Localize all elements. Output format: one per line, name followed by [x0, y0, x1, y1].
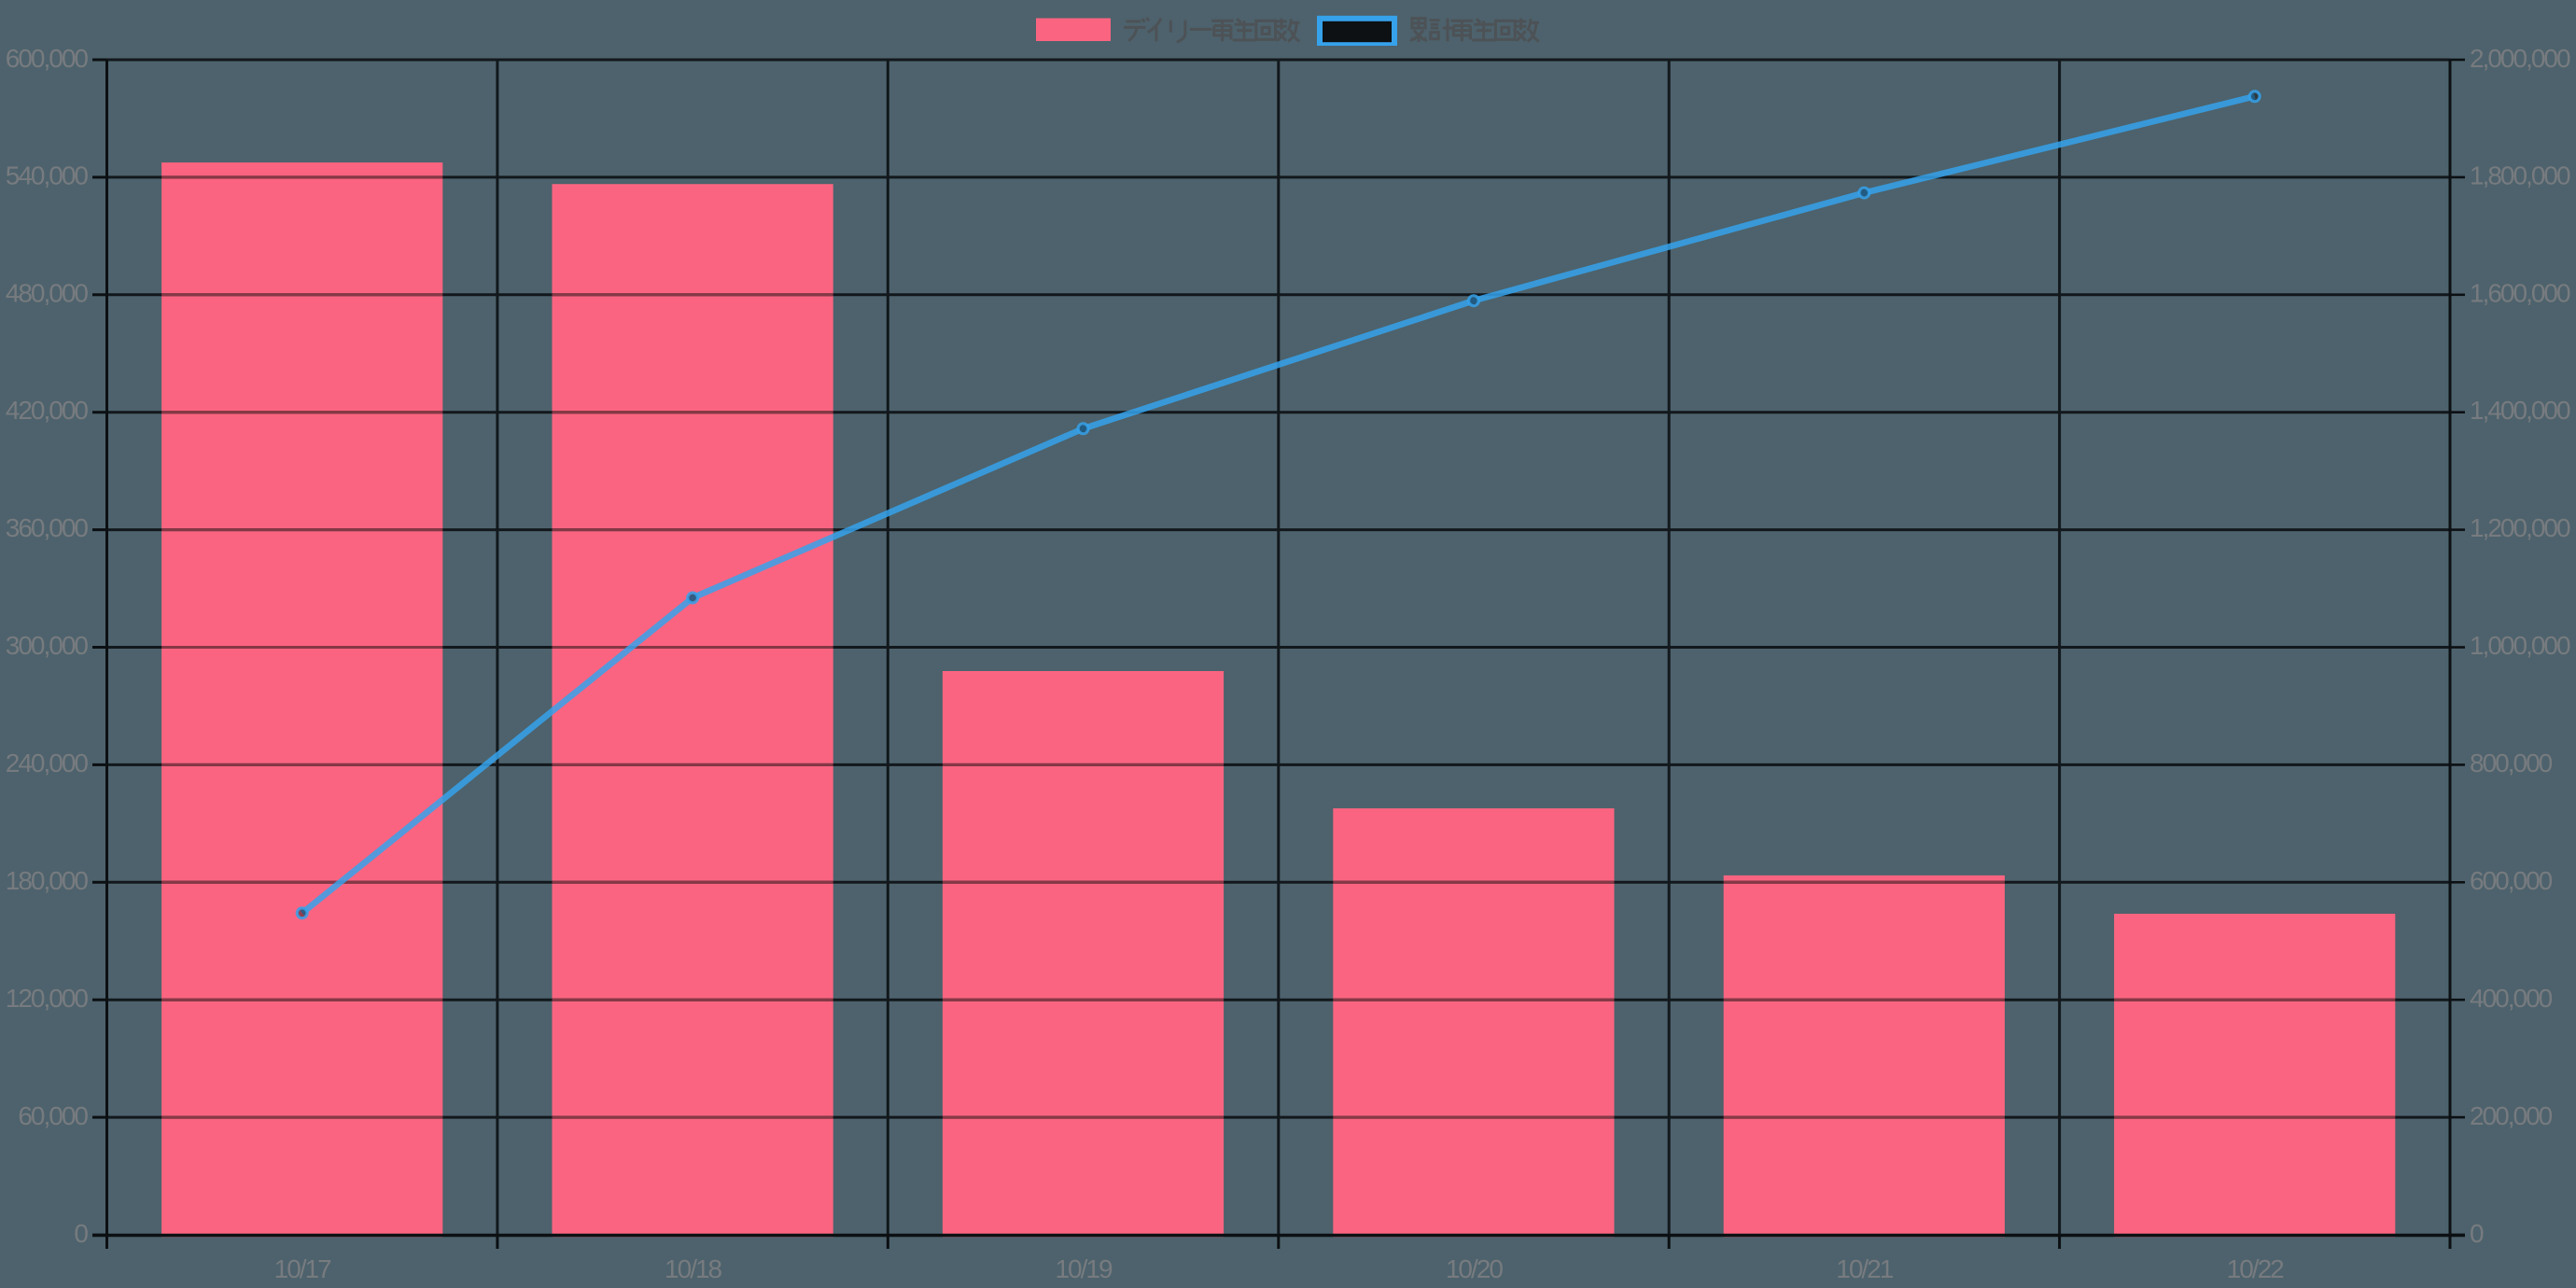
svg-text:10/18: 10/18	[665, 1254, 721, 1283]
svg-text:480,000: 480,000	[6, 279, 89, 308]
svg-text:1,600,000: 1,600,000	[2470, 279, 2570, 308]
svg-text:10/17: 10/17	[274, 1254, 331, 1283]
svg-text:2,000,000: 2,000,000	[2470, 44, 2570, 73]
svg-text:1,000,000: 1,000,000	[2470, 631, 2570, 660]
svg-text:120,000: 120,000	[6, 984, 89, 1013]
svg-text:360,000: 360,000	[6, 513, 89, 542]
svg-text:300,000: 300,000	[6, 631, 89, 660]
svg-text:800,000: 800,000	[2470, 749, 2553, 777]
svg-text:240,000: 240,000	[6, 749, 89, 777]
svg-text:180,000: 180,000	[6, 866, 89, 895]
svg-text:0: 0	[2470, 1219, 2484, 1248]
svg-text:600,000: 600,000	[6, 44, 89, 73]
svg-text:10/19: 10/19	[1055, 1254, 1112, 1283]
svg-text:1,200,000: 1,200,000	[2470, 513, 2570, 542]
svg-text:540,000: 540,000	[6, 161, 89, 190]
svg-text:400,000: 400,000	[2470, 984, 2553, 1013]
svg-text:200,000: 200,000	[2470, 1101, 2553, 1130]
svg-text:10/22: 10/22	[2227, 1254, 2284, 1283]
svg-text:1,800,000: 1,800,000	[2470, 161, 2570, 190]
svg-text:10/20: 10/20	[1446, 1254, 1503, 1283]
svg-text:1,400,000: 1,400,000	[2470, 396, 2570, 425]
svg-text:60,000: 60,000	[18, 1101, 88, 1130]
svg-text:0: 0	[74, 1219, 88, 1248]
svg-text:10/21: 10/21	[1836, 1254, 1893, 1283]
svg-text:600,000: 600,000	[2470, 866, 2553, 895]
svg-text:420,000: 420,000	[6, 396, 89, 425]
